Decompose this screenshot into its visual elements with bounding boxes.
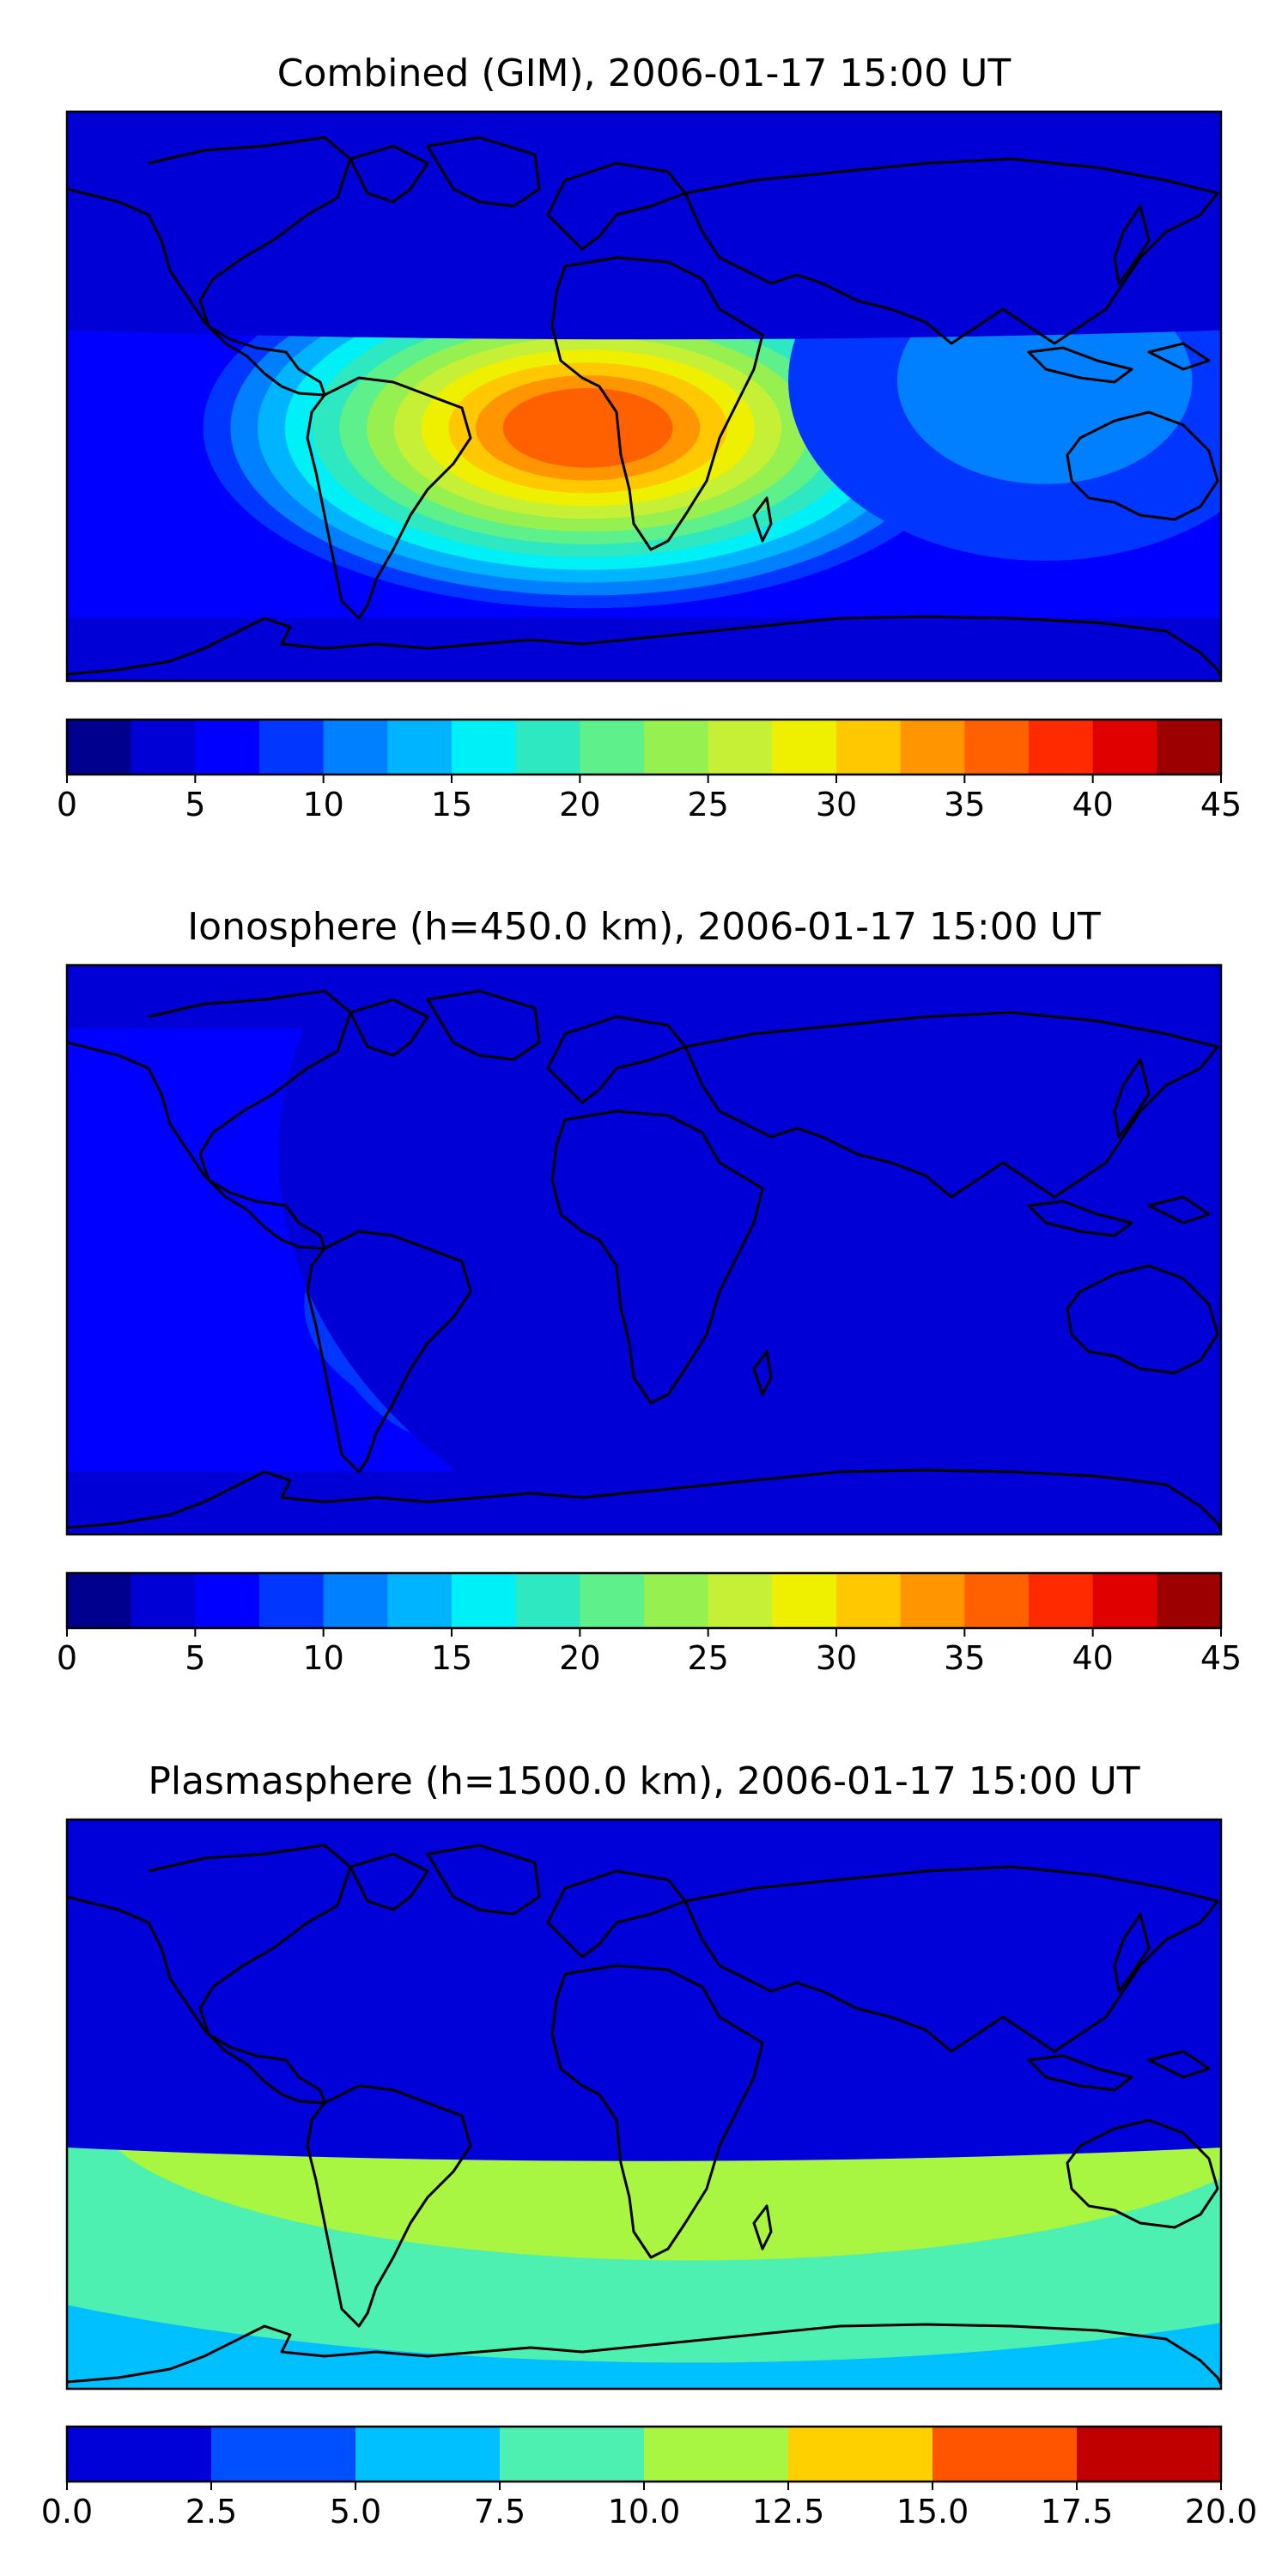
colorbar-tick-label: 7.5 (474, 2493, 526, 2530)
map-frame (65, 110, 1223, 683)
colorbar-swatch (131, 720, 196, 775)
colorbar-tick-label: 30 (816, 786, 857, 823)
colorbar-tick-label: 5 (185, 786, 205, 823)
colorbar-swatch (323, 1573, 388, 1628)
colorbar-swatch (1157, 720, 1222, 775)
colorbar-tick-label: 45 (1200, 786, 1242, 823)
colorbar-swatch (1092, 1573, 1157, 1628)
tec-map (67, 965, 1221, 1534)
colorbar-swatch (836, 720, 902, 775)
colorbar-swatch (1092, 720, 1157, 775)
colorbar-swatch (515, 720, 580, 775)
colorbar-tick-label: 20 (559, 1639, 600, 1677)
colorbar-swatch (259, 1573, 325, 1628)
colorbar-swatch (644, 1573, 709, 1628)
colorbar-swatch (195, 720, 260, 775)
colorbar-swatch (772, 1573, 837, 1628)
colorbar: 0.0 2.5 5.0 7.5 10.0 12.5 15.0 17.5 20.0 (41, 2425, 1258, 2530)
colorbar-tick-label: 40 (1072, 786, 1113, 823)
panel-title: Plasmasphere (h=1500.0 km), 2006-01-17 1… (148, 1759, 1139, 1803)
colorbar-tick-label: 0 (57, 1639, 77, 1677)
colorbar-swatch (1077, 2427, 1222, 2482)
colorbar-swatch (195, 1573, 260, 1628)
colorbar-swatch (355, 2427, 501, 2482)
colorbar-swatch (387, 1573, 453, 1628)
tec-map (67, 112, 1221, 681)
colorbar-swatch (211, 2427, 356, 2482)
colorbar-tick-label: 30 (816, 1639, 857, 1677)
colorbar-swatch (515, 1573, 580, 1628)
contour-level-1 (278, 965, 1221, 1534)
colorbar-tick-label: 10.0 (608, 2493, 681, 2530)
colorbar-swatch (452, 1573, 517, 1628)
colorbar-swatch (933, 2427, 1078, 2482)
colorbar-swatch (964, 720, 1030, 775)
colorbar-swatch (708, 720, 773, 775)
colorbar-swatch (1029, 720, 1094, 775)
colorbar-swatch (323, 720, 388, 775)
colorbar-tick-label: 17.5 (1041, 2493, 1114, 2530)
colorbar-swatch (452, 720, 517, 775)
map-frame (65, 963, 1223, 1536)
colorbar-tick-label: 20 (559, 786, 600, 823)
panel-3: Plasmasphere (h=1500.0 km), 2006-01-17 1… (41, 1759, 1258, 2530)
colorbar-tick-label: 10 (302, 1639, 343, 1677)
colorbar-tick-label: 2.5 (185, 2493, 237, 2530)
colorbar-swatch (772, 720, 837, 775)
colorbar-frame (65, 718, 1223, 776)
colorbar-tick-label: 25 (687, 1639, 728, 1677)
colorbar-swatch (788, 2427, 933, 2482)
colorbar-swatch (259, 720, 325, 775)
colorbar-swatch (500, 2427, 645, 2482)
panel-title: Combined (GIM), 2006-01-17 15:00 UT (277, 52, 1012, 95)
colorbar-swatch (900, 1573, 965, 1628)
colorbar-tick-label: 5 (185, 1639, 205, 1677)
colorbar-tick-label: 20.0 (1185, 2493, 1258, 2530)
colorbar-tick-label: 12.5 (752, 2493, 825, 2530)
contour-level-14 (502, 387, 673, 468)
colorbar-swatch (67, 2427, 212, 2482)
map-frame (65, 1818, 1223, 2391)
colorbar-swatch (964, 1573, 1030, 1628)
colorbar-swatch (708, 1573, 773, 1628)
colorbar: 0 5 10 15 20 25 30 35 40 45 (57, 1571, 1242, 1677)
colorbar-swatch (1029, 1573, 1094, 1628)
colorbar-tick-label: 15.0 (896, 2493, 969, 2530)
colorbar-swatch (1157, 1573, 1222, 1628)
colorbar-tick-label: 35 (944, 1639, 985, 1677)
panel-2: Ionosphere (h=450.0 km), 2006-01-17 15:0… (57, 905, 1242, 1677)
colorbar-tick-label: 45 (1200, 1639, 1242, 1677)
colorbar-tick-label: 25 (687, 786, 728, 823)
panel-title: Ionosphere (h=450.0 km), 2006-01-17 15:0… (187, 905, 1101, 949)
colorbar-swatch (580, 1573, 645, 1628)
panel-1: Combined (GIM), 2006-01-17 15:00 UT 0 5 10 1… (57, 52, 1242, 823)
contour-level-0 (67, 1820, 1221, 2161)
colorbar-swatch (900, 720, 965, 775)
colorbar-tick-label: 0.0 (41, 2493, 93, 2530)
colorbar-swatch (67, 720, 132, 775)
colorbar-tick-label: 15 (431, 1639, 472, 1677)
colorbar-frame (65, 1571, 1223, 1630)
colorbar-swatch (387, 720, 453, 775)
colorbar-tick-label: 35 (944, 786, 985, 823)
colorbar-swatch (131, 1573, 196, 1628)
colorbar-tick-label: 40 (1072, 1639, 1113, 1677)
colorbar-swatch (644, 720, 709, 775)
colorbar-tick-label: 15 (431, 786, 472, 823)
colorbar-tick-label: 10 (302, 786, 343, 823)
colorbar-swatch (836, 1573, 902, 1628)
colorbar: 0 5 10 15 20 25 30 35 40 45 (57, 718, 1242, 823)
colorbar-tick-label: 5.0 (330, 2493, 381, 2530)
colorbar-swatch (67, 1573, 132, 1628)
colorbar-swatch (644, 2427, 789, 2482)
colorbar-swatch (580, 720, 645, 775)
tec-map (67, 1820, 1221, 2389)
colorbar-tick-label: 0 (57, 786, 77, 823)
